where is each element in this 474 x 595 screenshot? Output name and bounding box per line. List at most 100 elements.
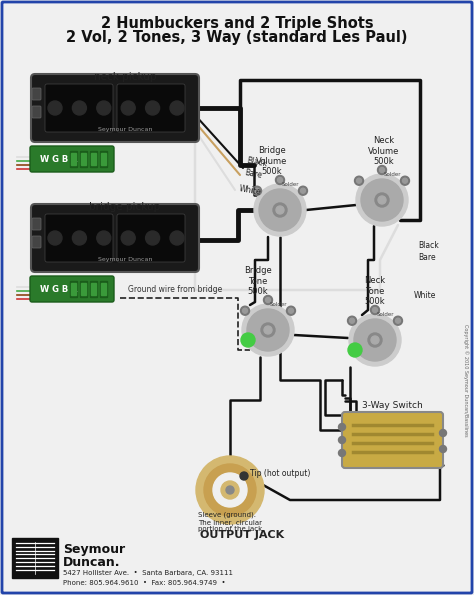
Circle shape: [76, 234, 83, 242]
Text: Black: Black: [418, 240, 439, 249]
Bar: [101, 153, 106, 165]
Text: Phone: 805.964.9610  •  Fax: 805.964.9749  •: Phone: 805.964.9610 • Fax: 805.964.9749 …: [63, 580, 226, 586]
FancyBboxPatch shape: [31, 204, 199, 272]
Circle shape: [213, 473, 247, 507]
Circle shape: [373, 308, 377, 312]
Bar: [81, 283, 86, 295]
Circle shape: [439, 430, 447, 437]
Circle shape: [125, 105, 132, 111]
Text: Bridge
Tone
500k: Bridge Tone 500k: [244, 266, 272, 296]
Text: bridge pickup: bridge pickup: [90, 202, 161, 212]
Circle shape: [226, 486, 234, 494]
Circle shape: [175, 106, 179, 110]
Circle shape: [401, 176, 410, 185]
Circle shape: [254, 184, 306, 236]
Text: W G B R: W G B R: [40, 284, 78, 293]
Circle shape: [76, 105, 83, 111]
Circle shape: [123, 103, 133, 113]
Text: Copyright © 2010 Seymour Duncan/Basslines: Copyright © 2010 Seymour Duncan/Bassline…: [463, 324, 469, 436]
FancyBboxPatch shape: [117, 214, 185, 262]
Circle shape: [264, 326, 272, 334]
Text: Ground wire from bridge: Ground wire from bridge: [128, 285, 222, 294]
Circle shape: [349, 318, 355, 323]
FancyBboxPatch shape: [30, 276, 114, 302]
Text: Sleeve (ground).
The inner, circular
portion of the jack: Sleeve (ground). The inner, circular por…: [198, 512, 262, 533]
Text: Seymour Duncan: Seymour Duncan: [98, 127, 152, 132]
Circle shape: [276, 206, 284, 214]
Text: neck pickup: neck pickup: [94, 72, 156, 82]
Circle shape: [338, 424, 346, 431]
Circle shape: [52, 105, 58, 111]
Circle shape: [265, 298, 271, 302]
Circle shape: [338, 449, 346, 456]
Circle shape: [355, 176, 364, 185]
Circle shape: [172, 103, 182, 113]
Circle shape: [146, 231, 160, 245]
Bar: [70, 281, 77, 297]
Circle shape: [240, 306, 249, 315]
Circle shape: [48, 231, 62, 245]
Text: Solder: Solder: [384, 172, 401, 177]
Bar: [101, 283, 106, 295]
Circle shape: [253, 186, 262, 195]
FancyBboxPatch shape: [32, 106, 41, 118]
Circle shape: [147, 233, 157, 243]
Circle shape: [102, 106, 106, 110]
Bar: [70, 151, 77, 167]
Text: 2 Humbuckers and 2 Triple Shots: 2 Humbuckers and 2 Triple Shots: [100, 16, 374, 31]
Text: W G B R: W G B R: [40, 155, 78, 164]
Bar: [91, 153, 96, 165]
Circle shape: [286, 306, 295, 315]
Circle shape: [393, 316, 402, 325]
Circle shape: [126, 106, 130, 110]
Circle shape: [146, 101, 160, 115]
Circle shape: [338, 437, 346, 443]
Circle shape: [125, 234, 132, 242]
Bar: [90, 151, 97, 167]
Circle shape: [380, 168, 384, 173]
Text: Solder: Solder: [282, 182, 300, 187]
Text: Black: Black: [246, 156, 268, 168]
Circle shape: [349, 314, 401, 366]
Text: Duncan.: Duncan.: [63, 556, 120, 569]
Circle shape: [395, 318, 401, 323]
Text: 3-Way Switch: 3-Way Switch: [362, 401, 423, 410]
Circle shape: [348, 343, 362, 357]
Circle shape: [151, 236, 155, 240]
Circle shape: [97, 101, 111, 115]
Bar: [100, 281, 107, 297]
Text: Bare: Bare: [418, 252, 436, 261]
Circle shape: [50, 233, 60, 243]
FancyBboxPatch shape: [117, 84, 185, 132]
Text: 5427 Hollister Ave.  •  Santa Barbara, CA. 93111: 5427 Hollister Ave. • Santa Barbara, CA.…: [63, 570, 233, 576]
Text: Bridge
Volume
500k: Bridge Volume 500k: [256, 146, 288, 176]
Circle shape: [77, 236, 82, 240]
Bar: [80, 151, 87, 167]
Circle shape: [74, 233, 84, 243]
Circle shape: [275, 176, 284, 184]
Text: Bare: Bare: [244, 168, 263, 180]
Circle shape: [170, 231, 184, 245]
Circle shape: [204, 464, 256, 516]
Circle shape: [173, 234, 181, 242]
Circle shape: [149, 105, 156, 111]
Text: White: White: [238, 184, 262, 196]
Text: Solder: Solder: [377, 312, 394, 317]
Bar: [71, 283, 76, 295]
Circle shape: [378, 196, 386, 204]
Circle shape: [242, 304, 294, 356]
Circle shape: [126, 236, 130, 240]
Circle shape: [52, 234, 58, 242]
Bar: [91, 283, 96, 295]
FancyBboxPatch shape: [32, 88, 41, 100]
Circle shape: [53, 236, 57, 240]
Circle shape: [99, 103, 109, 113]
Circle shape: [240, 472, 248, 480]
FancyBboxPatch shape: [31, 74, 199, 142]
FancyBboxPatch shape: [342, 412, 443, 468]
Circle shape: [173, 105, 181, 111]
Bar: [81, 153, 86, 165]
Bar: [80, 281, 87, 297]
Circle shape: [147, 103, 157, 113]
FancyBboxPatch shape: [32, 236, 41, 248]
